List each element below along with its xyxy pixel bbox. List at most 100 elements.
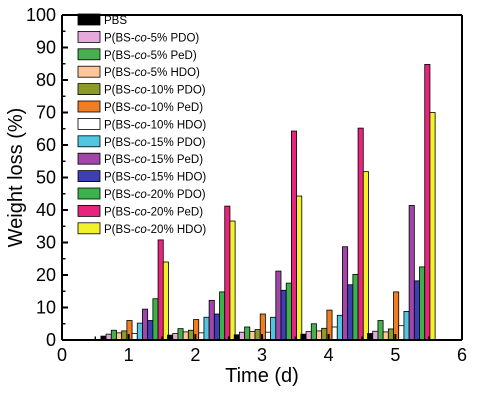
bar-series-5-day-2 — [187, 329, 194, 341]
bar-series-11-day-1 — [152, 298, 159, 341]
x-axis-label: Time (d) — [225, 365, 299, 387]
legend-entry-4: P(BS-co-5% HDO) — [104, 67, 200, 79]
bar-series-3-day-5 — [377, 320, 384, 341]
y-tick-label-10: 10 — [36, 298, 56, 318]
bar-series-13-day-2 — [229, 220, 236, 341]
legend-entry-13: P(BS-co-20% HDO) — [104, 224, 206, 236]
bar-series-10-day-5 — [413, 280, 420, 341]
y-tick-label-30: 30 — [36, 233, 56, 253]
bar-series-7-day-3 — [264, 331, 271, 341]
legend-swatch-2 — [77, 30, 101, 43]
legend-swatch-6 — [77, 100, 101, 113]
legend-swatch-12 — [77, 204, 101, 217]
bar-series-12-day-1 — [157, 239, 164, 341]
bar-series-12-day-2 — [224, 205, 231, 341]
bar-series-4-day-2 — [182, 331, 189, 341]
bar-series-4-day-1 — [116, 332, 123, 341]
bar-series-7-day-2 — [198, 332, 205, 341]
legend-entry-6: P(BS-co-10% PeD) — [104, 102, 203, 114]
bar-series-10-day-4 — [347, 284, 354, 341]
x-tick-label-3: 3 — [257, 345, 267, 365]
bar-series-11-day-2 — [219, 291, 226, 341]
bar-series-3-day-4 — [310, 323, 317, 341]
bar-series-13-day-5 — [429, 112, 436, 341]
bar-series-4-day-5 — [382, 331, 389, 341]
legend-entry-10: P(BS-co-15% HDO) — [104, 172, 206, 184]
bar-series-12-day-3 — [290, 130, 297, 341]
y-tick-label-90: 90 — [36, 38, 56, 58]
legend-swatch-4 — [77, 65, 101, 78]
bar-series-11-day-4 — [352, 273, 359, 341]
bar-series-3-day-2 — [177, 328, 184, 341]
y-tick-label-70: 70 — [36, 103, 56, 123]
legend-swatch-8 — [77, 135, 101, 148]
bar-series-12-day-4 — [357, 127, 364, 341]
legend-swatch-13 — [77, 222, 101, 235]
legend-entry-11: P(BS-co-20% PDO) — [104, 189, 206, 201]
bar-series-7-day-5 — [398, 325, 405, 341]
x-tick-label-0: 0 — [57, 345, 67, 365]
legend-entry-5: P(BS-co-10% PDO) — [104, 85, 206, 97]
bar-series-3-day-1 — [110, 329, 117, 341]
x-tick-label-1: 1 — [124, 345, 134, 365]
bar-series-2-day-5 — [372, 330, 379, 341]
x-tick-label-4: 4 — [324, 345, 334, 365]
bar-series-12-day-5 — [424, 64, 431, 341]
bar-series-8-day-3 — [270, 316, 277, 341]
bars-layer — [100, 64, 436, 341]
bar-series-6-day-5 — [393, 291, 400, 341]
y-tick-label-50: 50 — [36, 168, 56, 188]
legend-entry-12: P(BS-co-20% PeD) — [104, 206, 203, 218]
bar-series-5-day-4 — [321, 327, 328, 341]
y-tick-label-80: 80 — [36, 70, 56, 90]
bar-series-13-day-3 — [296, 195, 303, 341]
axes-layer: 0 10 20 30 40 50 60 70 80 90 100 0 1 2 3 4 5 6 Time (d) Wei… — [5, 5, 467, 387]
bar-series-10-day-2 — [213, 313, 220, 341]
legend-entry-7: P(BS-co-10% HDO) — [104, 119, 206, 131]
bar-series-9-day-2 — [208, 299, 215, 341]
bar-series-8-day-5 — [403, 310, 410, 341]
bar-series-2-day-4 — [305, 331, 312, 341]
bar-series-5-day-3 — [254, 329, 261, 341]
legend-swatch-1 — [77, 13, 101, 26]
bar-series-13-day-4 — [362, 171, 369, 341]
bar-series-5-day-5 — [387, 328, 394, 341]
y-tick-label-40: 40 — [36, 200, 56, 220]
bar-series-9-day-1 — [142, 308, 149, 341]
legend-entry-8: P(BS-co-15% PDO) — [104, 137, 206, 149]
legend-swatch-5 — [77, 83, 101, 95]
legend-layer: PBS P(BS-co-5% PDO) P(BS-co-5% PeD) P(BS-co… — [77, 13, 206, 236]
legend-entry-2: P(BS-co-5% PDO) — [104, 32, 199, 44]
y-tick-label-60: 60 — [36, 135, 56, 155]
x-tick-label-6: 6 — [457, 345, 467, 365]
bar-series-3-day-3 — [244, 326, 251, 341]
bar-series-8-day-1 — [136, 322, 143, 341]
bar-series-9-day-5 — [408, 205, 415, 341]
y-tick-label-20: 20 — [36, 265, 56, 285]
legend-swatch-11 — [77, 187, 101, 200]
bar-series-9-day-4 — [342, 246, 349, 341]
bar-series-10-day-1 — [147, 320, 154, 341]
x-tick-label-5: 5 — [390, 345, 400, 365]
y-axis-label: Weight loss (%) — [5, 108, 27, 248]
bar-series-7-day-4 — [331, 326, 338, 341]
legend-entry-3: P(BS-co-5% PeD) — [104, 50, 197, 62]
bar-series-13-day-1 — [162, 261, 169, 341]
bar-series-11-day-3 — [285, 282, 292, 341]
legend-swatch-3 — [77, 48, 101, 61]
bar-series-11-day-5 — [419, 266, 426, 341]
bar-series-9-day-3 — [275, 270, 282, 341]
bar-series-4-day-3 — [249, 331, 256, 341]
bar-series-8-day-4 — [336, 314, 343, 341]
y-tick-label-100: 100 — [26, 5, 56, 25]
legend-swatch-9 — [77, 152, 101, 165]
legend-entry-1: PBS — [104, 15, 127, 27]
bar-series-8-day-2 — [203, 316, 210, 341]
bar-series-10-day-3 — [280, 289, 287, 341]
bar-series-4-day-4 — [316, 330, 323, 341]
bar-series-2-day-3 — [238, 331, 245, 341]
legend-swatch-10 — [77, 170, 101, 183]
y-tick-label-0: 0 — [46, 330, 56, 350]
